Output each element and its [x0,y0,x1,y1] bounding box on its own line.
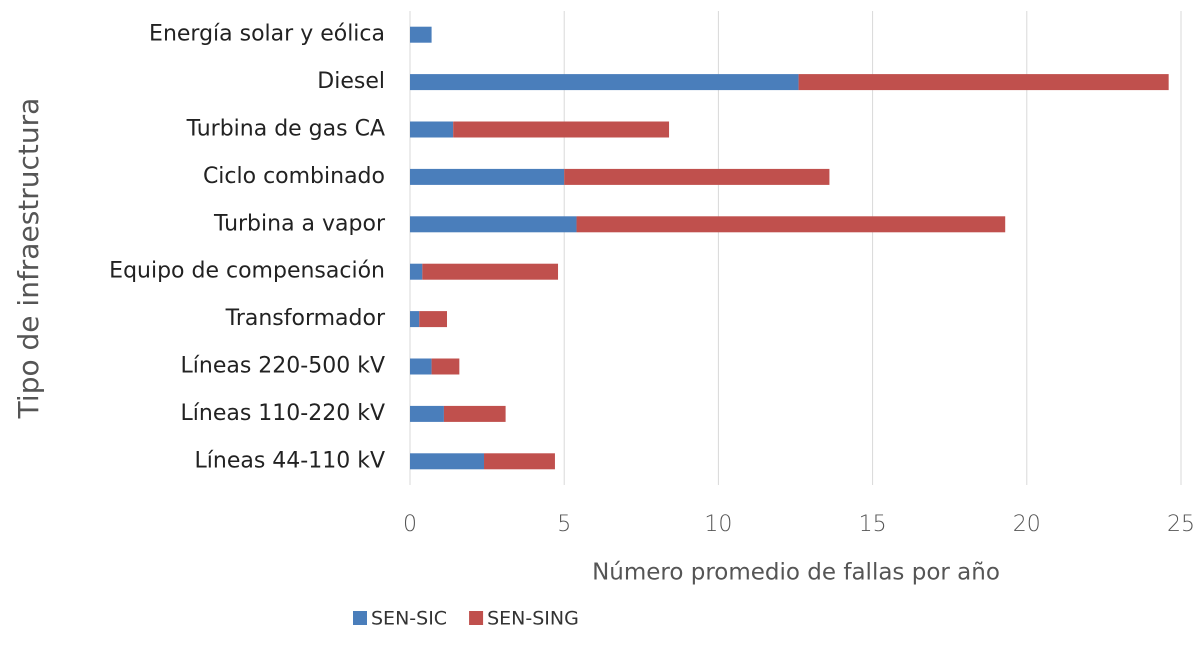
bar [410,74,799,91]
legend-label: SEN-SING [487,608,579,630]
y-tick-label: Turbina a vapor [213,211,386,236]
x-tick-label: 0 [403,512,417,537]
y-tick-label: Equipo de compensación [109,259,385,284]
y-tick-label: Líneas 220-500 kV [181,354,386,379]
legend-swatch [353,611,367,625]
y-axis-label: Tipo de infraestructura [12,98,45,420]
bar [419,311,448,328]
bar [410,26,432,43]
bar [410,216,577,233]
x-tick-label: 20 [1013,512,1041,537]
legend-label: SEN-SIC [371,608,447,630]
y-tick-label: Diesel [317,69,385,94]
legend-swatch [469,611,484,625]
y-tick-label: Líneas 110-220 kV [181,401,386,426]
bar [410,453,485,470]
bar [576,216,1006,233]
x-tick-label: 25 [1167,512,1195,537]
bar [410,263,423,280]
y-tick-label: Transformador [225,306,386,331]
bar [453,121,670,138]
x-tick-label: 5 [557,512,571,537]
x-tick-label: 15 [859,512,887,537]
bar [410,121,454,138]
bar [484,453,555,470]
bar [443,405,506,422]
y-tick-label: Energía solar y eólica [149,22,385,47]
x-tick-label: 10 [704,512,732,537]
bar [410,311,420,328]
bar [410,358,432,375]
x-axis-label: Número promedio de fallas por año [592,560,1000,586]
y-tick-label: Ciclo combinado [203,164,385,189]
bar [798,74,1169,91]
bar [564,168,830,185]
bar [422,263,559,280]
y-tick-label: Turbina de gas CA [186,117,385,142]
bar [431,358,460,375]
y-tick-label: Líneas 44-110 kV [195,448,386,473]
bar [410,168,565,185]
bar [410,405,444,422]
